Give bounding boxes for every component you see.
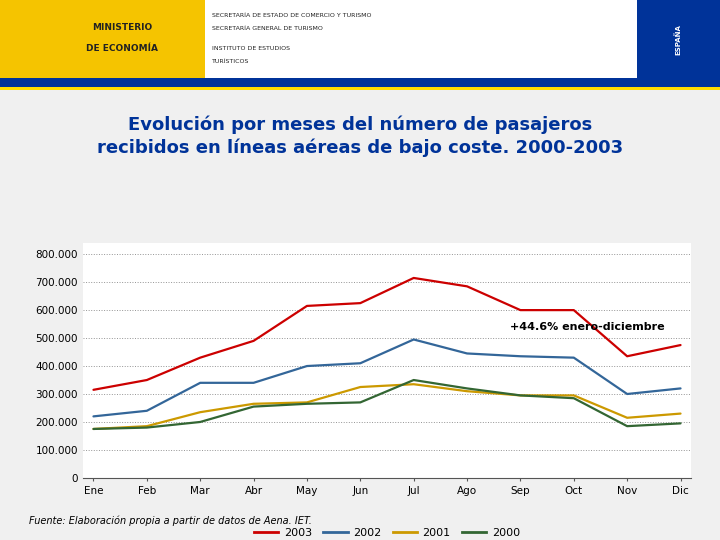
2000 (249, 403, 258, 410)
2003 (89, 387, 98, 393)
2003 (249, 338, 258, 344)
2002 (623, 391, 631, 397)
Line: 2000: 2000 (94, 380, 680, 429)
Line: 2003: 2003 (94, 278, 680, 390)
2002 (570, 354, 578, 361)
2001 (463, 388, 472, 394)
2003 (463, 283, 472, 289)
Line: 2002: 2002 (94, 340, 680, 416)
2001 (249, 401, 258, 407)
2003 (676, 342, 685, 348)
2002 (302, 363, 311, 369)
2000 (676, 420, 685, 427)
Text: INSTITUTO DE ESTUDIOS: INSTITUTO DE ESTUDIOS (212, 46, 290, 51)
2000 (516, 392, 525, 399)
Text: ESPAÑA: ESPAÑA (675, 24, 682, 55)
Text: DE ECONOMÍA: DE ECONOMÍA (86, 44, 158, 53)
2003 (143, 377, 151, 383)
2003 (516, 307, 525, 313)
2001 (570, 392, 578, 399)
2002 (356, 360, 364, 367)
2002 (516, 353, 525, 360)
Text: TURÍSTICOS: TURÍSTICOS (212, 58, 250, 64)
2000 (89, 426, 98, 432)
Text: SECRETARÍA DE ESTADO DE COMERCIO Y TURISMO: SECRETARÍA DE ESTADO DE COMERCIO Y TURIS… (212, 13, 372, 18)
2000 (143, 424, 151, 431)
2002 (410, 336, 418, 343)
Text: Fuente: Elaboración propia a partir de datos de Aena. IET.: Fuente: Elaboración propia a partir de d… (29, 516, 312, 526)
Bar (0, 86, 720, 90)
2003 (356, 300, 364, 306)
2000 (356, 399, 364, 406)
Text: SECRETARÍA GENERAL DE TURISMO: SECRETARÍA GENERAL DE TURISMO (212, 26, 323, 31)
Bar (0, 0, 205, 78)
2001 (623, 415, 631, 421)
Legend: 2003, 2002, 2001, 2000: 2003, 2002, 2001, 2000 (250, 523, 524, 540)
Bar (205, 0, 637, 78)
2001 (516, 392, 525, 399)
2002 (249, 380, 258, 386)
Text: MINISTERIO: MINISTERIO (92, 23, 153, 32)
2001 (410, 381, 418, 388)
2001 (356, 384, 364, 390)
2001 (143, 423, 151, 429)
2000 (410, 377, 418, 383)
2003 (302, 303, 311, 309)
2002 (196, 380, 204, 386)
Line: 2001: 2001 (94, 384, 680, 429)
Bar (0, 78, 720, 86)
Text: Evolución por meses del número de pasajeros
recibidos en líneas aéreas de bajo c: Evolución por meses del número de pasaje… (97, 115, 623, 157)
2003 (623, 353, 631, 360)
2001 (302, 399, 311, 406)
2003 (410, 275, 418, 281)
2003 (570, 307, 578, 313)
2000 (463, 385, 472, 392)
2001 (676, 410, 685, 417)
Bar (637, 0, 720, 78)
2000 (196, 418, 204, 425)
2000 (623, 423, 631, 429)
2002 (143, 408, 151, 414)
2001 (196, 409, 204, 415)
2002 (676, 385, 685, 392)
2000 (302, 401, 311, 407)
2003 (196, 354, 204, 361)
2002 (463, 350, 472, 357)
2000 (570, 395, 578, 401)
2001 (89, 426, 98, 432)
Text: +44.6% enero-diciembre: +44.6% enero-diciembre (510, 322, 665, 332)
2002 (89, 413, 98, 420)
